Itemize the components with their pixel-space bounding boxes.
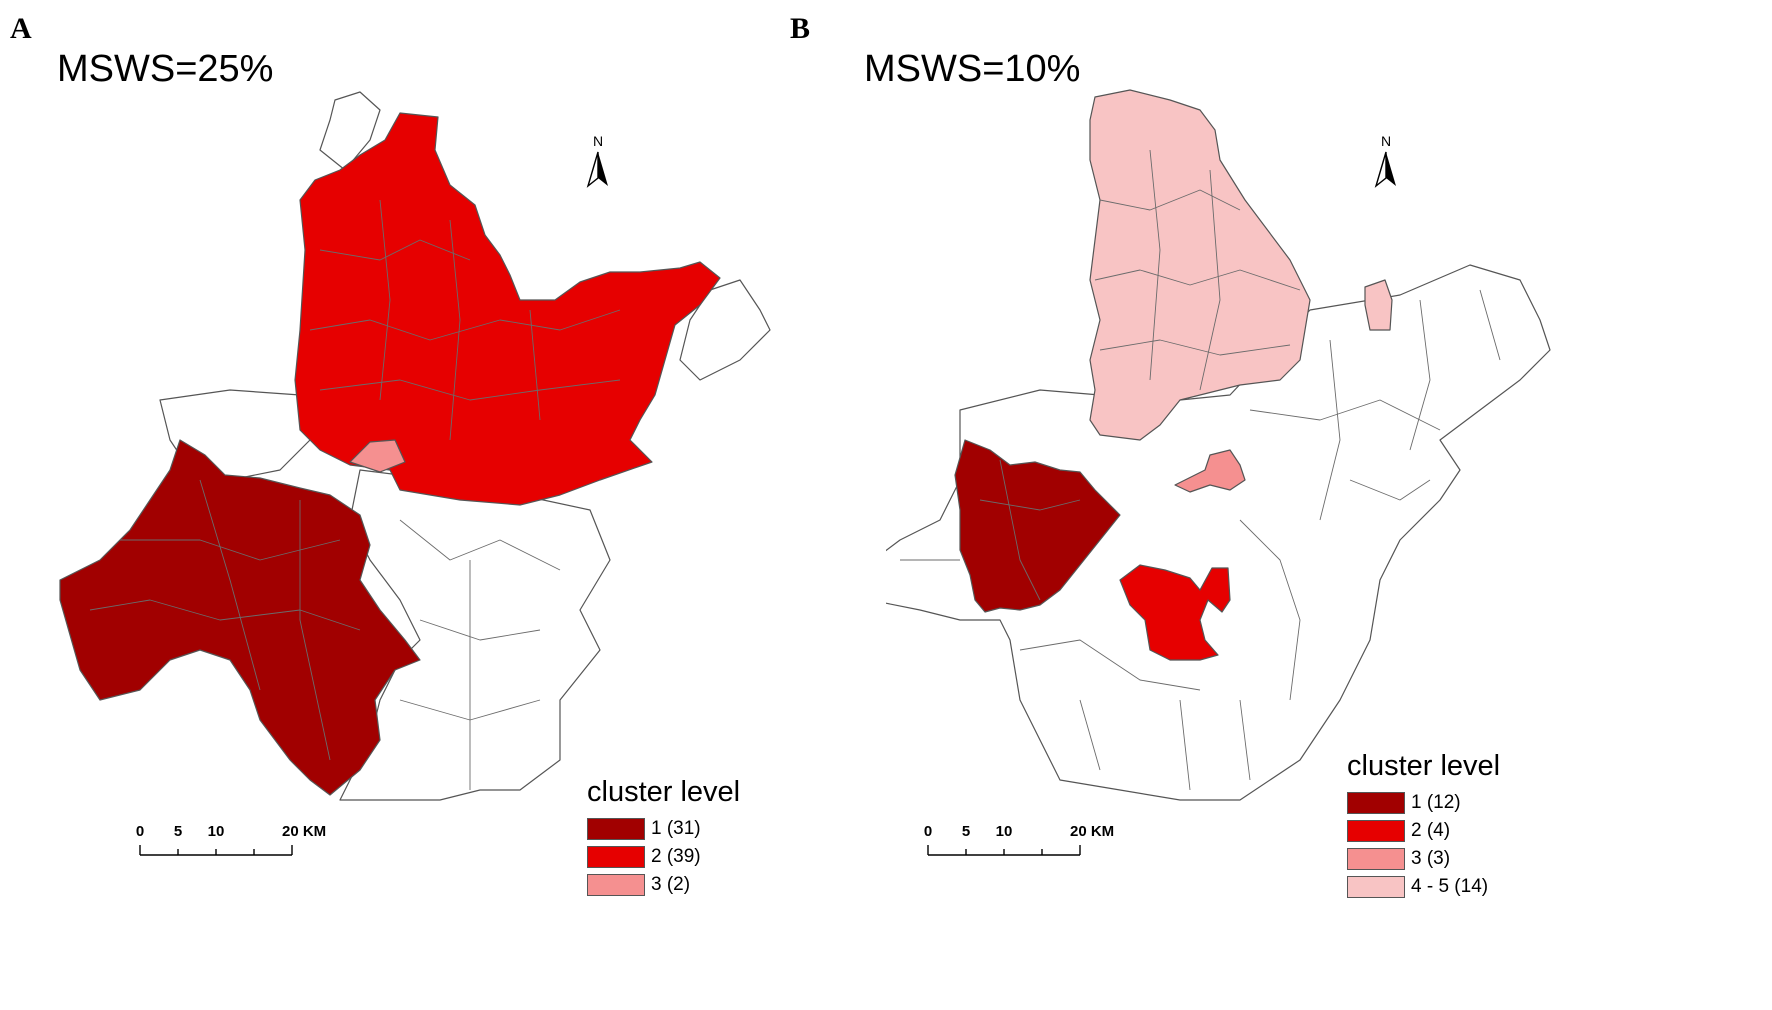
region-southeast — [339, 469, 611, 801]
legend-label: 1 (12) — [1411, 792, 1461, 813]
legend-label: 2 (39) — [651, 846, 701, 867]
legend-swatch — [587, 818, 645, 840]
legend-swatch — [1347, 820, 1405, 842]
cluster-south-b — [1119, 564, 1231, 661]
panel-title: MSWS=10% — [864, 48, 1081, 90]
cluster-map-b: N 0 5 10 20 KM — [886, 89, 1551, 856]
legend-label: 1 (31) — [651, 818, 701, 839]
legend-swatch — [1347, 876, 1405, 898]
scale-bar-icon — [927, 845, 1081, 856]
legend-swatch — [587, 874, 645, 896]
cluster-small-b — [1174, 449, 1246, 493]
legend-label: 4 - 5 (14) — [1411, 876, 1489, 897]
panel-a: A MSWS=25% — [10, 12, 771, 899]
panel-letter: A — [10, 12, 32, 45]
north-arrow-icon — [1374, 151, 1396, 188]
cluster-map-a: N 0 5 10 20 KM — [59, 91, 771, 856]
scale-tick-5: 5 — [174, 823, 182, 840]
legend-label: 3 (2) — [651, 874, 691, 895]
scale-tick-10: 10 — [996, 823, 1013, 840]
legend-swatch — [1347, 792, 1405, 814]
legend-swatch — [1347, 848, 1405, 870]
legend-label: 2 (4) — [1411, 820, 1451, 841]
legend-item: 2 (39) — [587, 843, 740, 871]
panel-letter: B — [790, 12, 811, 45]
north-label: N — [1381, 133, 1391, 149]
north-arrow-icon — [586, 151, 608, 188]
scale-tick-20: 20 KM — [282, 823, 326, 840]
north-label: N — [593, 133, 603, 149]
legend-item: 2 (4) — [1347, 817, 1500, 845]
legend-item: 1 (12) — [1347, 789, 1500, 817]
scale-tick-0: 0 — [924, 823, 932, 840]
panel-b: B MSWS=10% — [790, 0, 1772, 1010]
cluster-small-east-b — [1364, 279, 1393, 331]
legend-b: cluster level 1 (12) 2 (4) 3 (3) 4 - 5 (… — [1347, 750, 1500, 901]
legend-item: 3 (3) — [1347, 845, 1500, 873]
cluster-north-b — [1089, 89, 1311, 441]
scale-tick-5: 5 — [962, 823, 970, 840]
scale-bar-icon — [139, 845, 293, 856]
legend-title: cluster level — [587, 776, 741, 808]
legend-a: cluster level 1 (31) 2 (39) 3 (2) — [587, 776, 740, 899]
legend-swatch — [587, 846, 645, 868]
cluster-small-a — [349, 439, 406, 473]
legend-item: 4 - 5 (14) — [1347, 873, 1500, 901]
scale-tick-0: 0 — [136, 823, 144, 840]
scale-tick-20: 20 KM — [1070, 823, 1114, 840]
panel-title: MSWS=25% — [57, 48, 274, 90]
legend-item: 1 (31) — [587, 815, 740, 843]
cluster-north-a — [294, 112, 721, 506]
legend-item: 3 (2) — [587, 871, 740, 899]
region-east — [679, 279, 771, 381]
scale-tick-10: 10 — [208, 823, 225, 840]
cluster-west-b — [954, 439, 1121, 613]
legend-title: cluster level — [1347, 750, 1501, 782]
legend-label: 3 (3) — [1411, 848, 1451, 869]
region-north-tip — [319, 91, 381, 171]
